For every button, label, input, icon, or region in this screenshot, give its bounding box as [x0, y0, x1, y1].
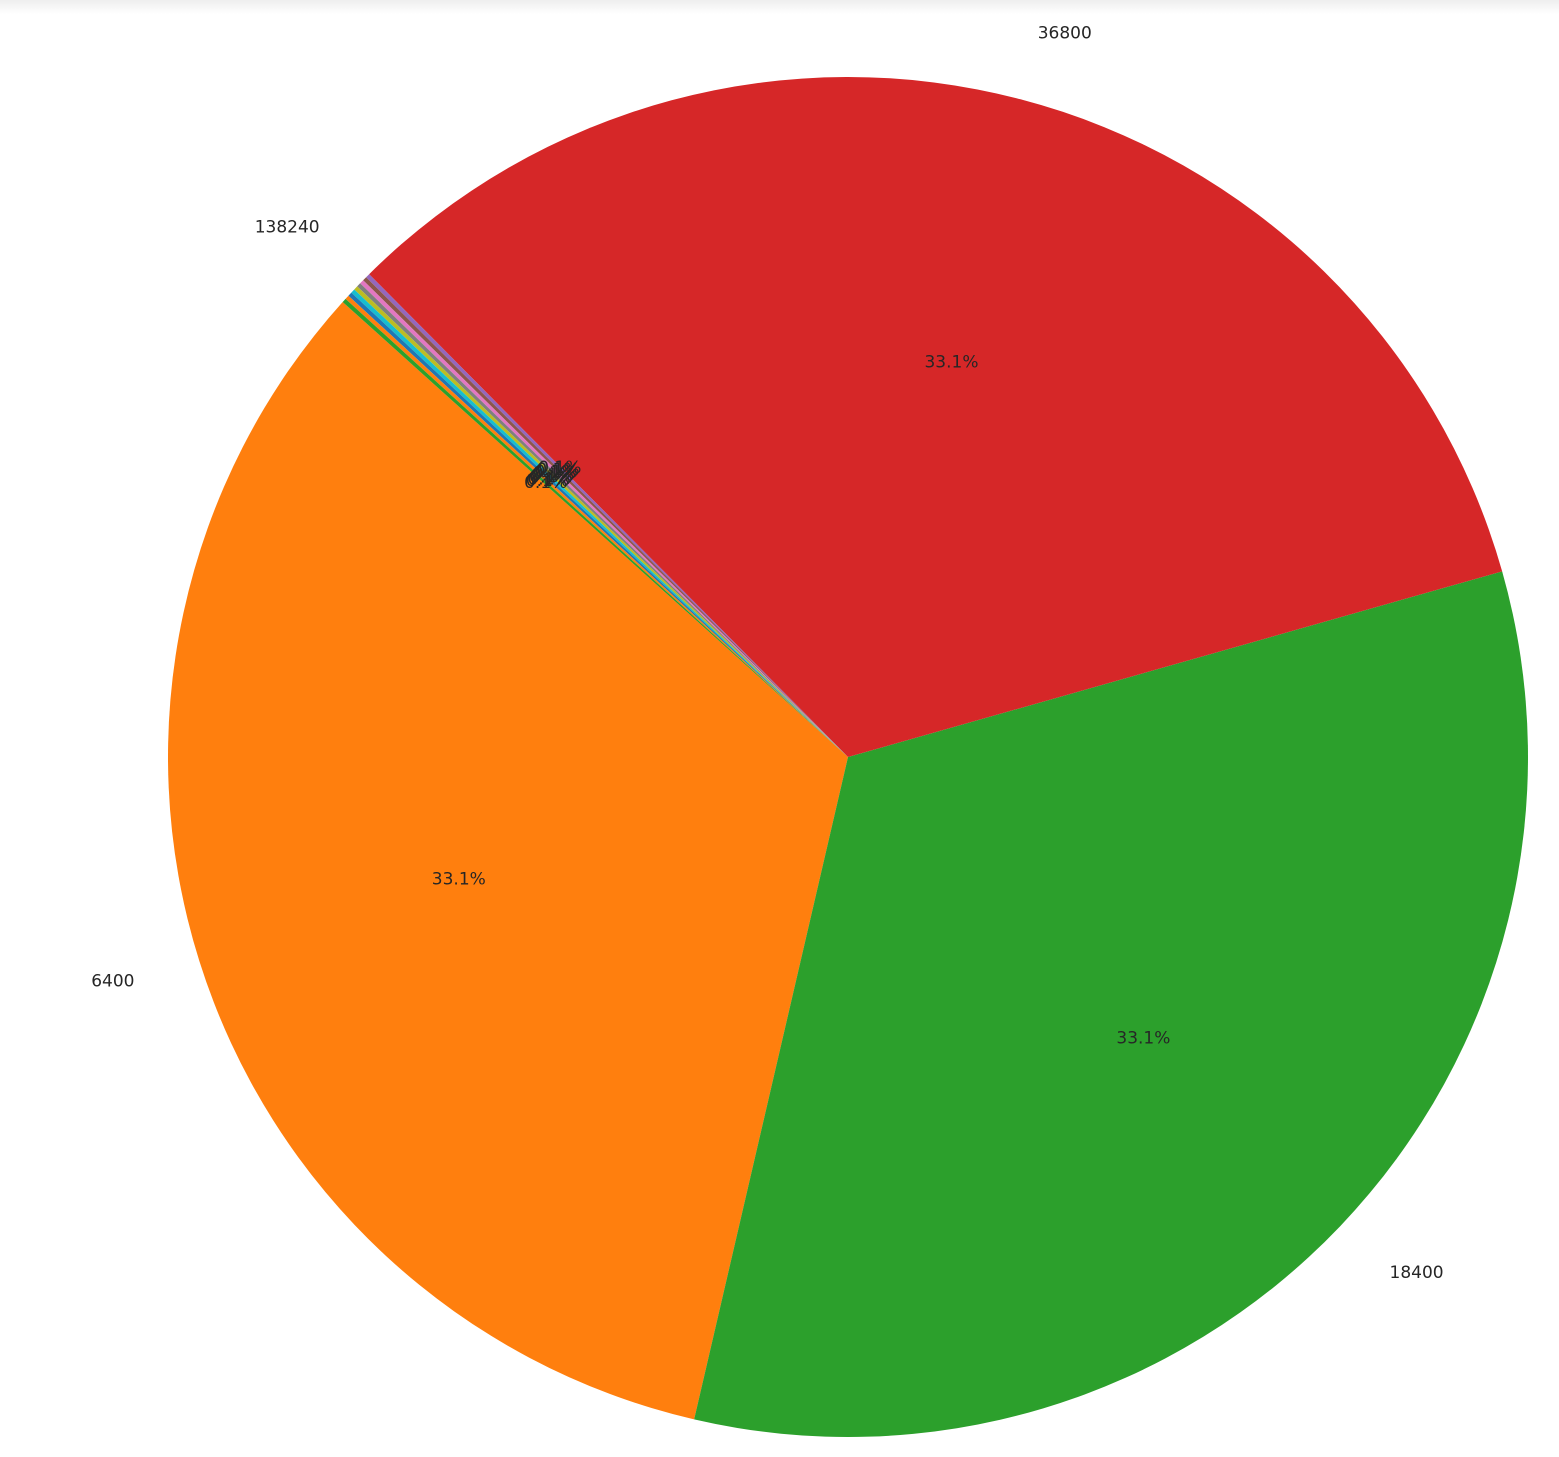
pie-pct-label-6: 0.1% [533, 464, 576, 484]
pie-slice-11 [342, 298, 848, 757]
pie-category-label-0: 6400 [91, 971, 134, 991]
pie-slice-10 [345, 295, 848, 757]
pie-slice-9 [348, 292, 848, 757]
pie-slice-2 [369, 77, 1503, 757]
pie-pct-label-5: 0.1% [535, 462, 578, 482]
pie-slice-8 [351, 289, 848, 757]
pie-pct-label-7: 0.1% [531, 466, 574, 486]
pie-slice-7 [354, 286, 848, 757]
pie-slice-0 [167, 301, 848, 1420]
pie-pct-label-3: 0.1% [538, 458, 581, 478]
pie-pct-label-11: 0.1% [524, 473, 567, 493]
window-top-edge [0, 0, 1559, 14]
pie-slice-4 [363, 277, 848, 757]
pie-pct-label-9: 0.1% [527, 469, 570, 489]
pie-pct-label-10: 0.1% [526, 471, 569, 491]
pie-slice-1 [694, 571, 1528, 1437]
pie-pct-label-2: 33.1% [924, 352, 978, 372]
pie-labels: 33.1% 6400 33.1% 18400 33.1% 36800 0.1% 138240 0… [91, 24, 1443, 1284]
pie-pct-label-1: 33.1% [1116, 1029, 1170, 1049]
pie-category-label-1: 18400 [1390, 1263, 1444, 1283]
pie-pct-label-0: 33.1% [432, 869, 486, 889]
pie-slice-6 [357, 283, 848, 757]
pie-pct-label-8: 0.1% [529, 467, 572, 487]
pie-category-label-3: 138240 [255, 218, 320, 238]
pie-slice-5 [360, 280, 848, 757]
pie-pct-label-4: 0.1% [536, 460, 579, 480]
pie-slices [167, 77, 1528, 1437]
pie-category-label-2: 36800 [1038, 24, 1092, 44]
pie-slice-3 [366, 274, 848, 757]
